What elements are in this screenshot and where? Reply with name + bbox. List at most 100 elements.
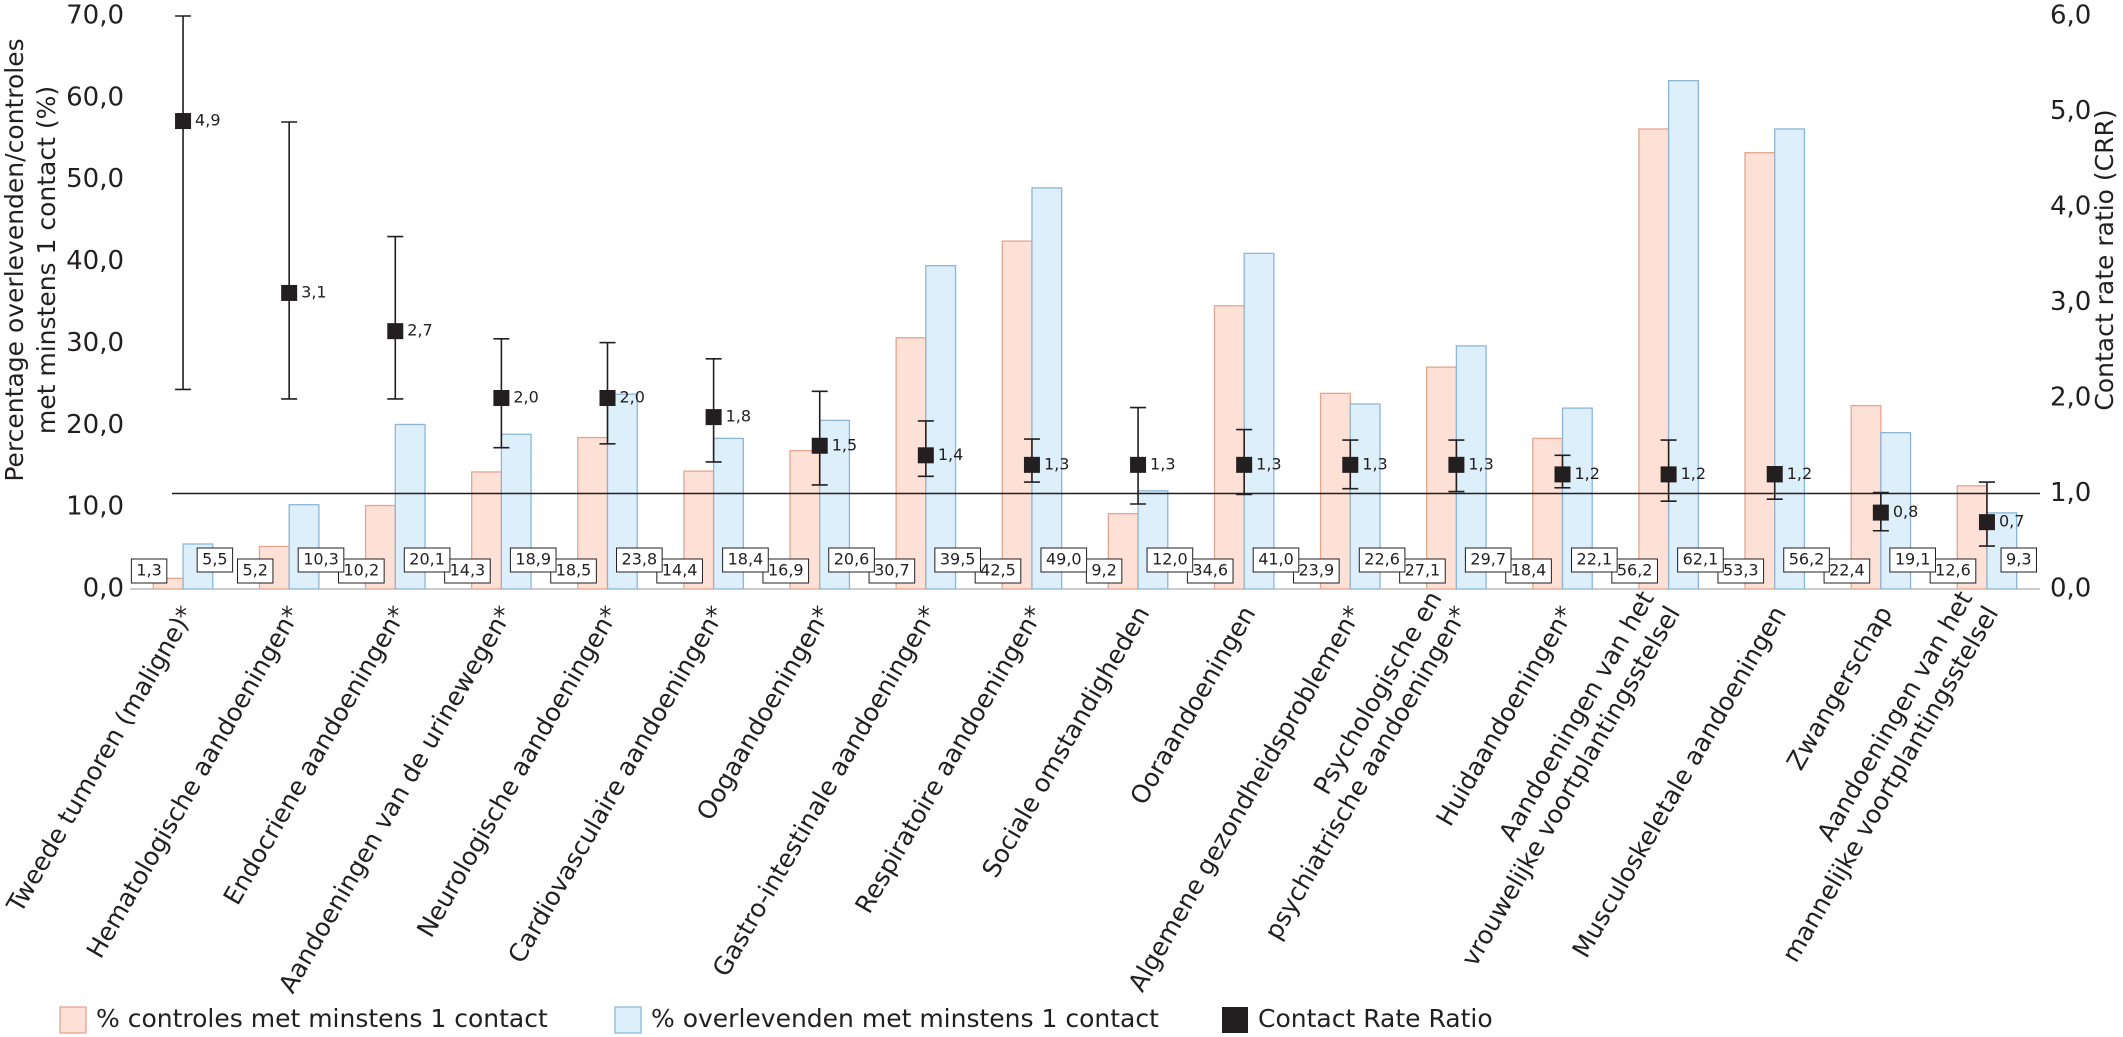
crr-label: 1,3	[1150, 454, 1175, 473]
value-label-box	[1252, 547, 1300, 573]
value-label-box	[1186, 558, 1234, 584]
value-label-text: 22,4	[1829, 561, 1865, 580]
crr-marker	[387, 323, 404, 340]
value-label-box	[762, 558, 810, 584]
crr-label: 1,3	[1256, 454, 1281, 473]
crr-marker	[281, 284, 298, 301]
value-label: 42,5	[974, 558, 1022, 584]
value-label-text: 27,1	[1405, 561, 1441, 580]
value-label-box	[1929, 558, 1977, 584]
value-label-box	[974, 558, 1022, 584]
bar	[1001, 240, 1033, 590]
bar	[1850, 404, 1882, 590]
y-tick-label: 10,0	[66, 492, 124, 522]
legend-swatch	[1222, 1007, 1248, 1033]
value-label: 30,7	[868, 558, 916, 584]
legend-swatch	[614, 1006, 642, 1034]
value-label: 14,4	[656, 558, 703, 584]
value-label-text: 10,2	[344, 561, 380, 580]
value-label: 14,3	[444, 558, 491, 584]
value-label: 9,3	[2000, 547, 2038, 573]
value-label-text: 16,9	[768, 561, 804, 580]
x-tick-label: Neurologische aandoeningen*	[411, 601, 625, 942]
value-label-text: 18,4	[1511, 561, 1547, 580]
x-tick-label-line: Cardiovasculaire aandoeningen*	[502, 601, 731, 968]
value-label-text: 49,0	[1046, 550, 1082, 569]
value-label-box	[1146, 547, 1194, 573]
value-label-text: 23,9	[1299, 561, 1335, 580]
x-tick-label: Gastro-intestinale aandoeningen*	[707, 601, 943, 981]
crr-label: 2,0	[513, 388, 538, 407]
crr-marker	[917, 447, 934, 464]
value-label-box	[722, 547, 769, 573]
x-tick-label-line: mannelijke voortplantingsstelsel	[1776, 601, 2004, 967]
value-label-box	[1464, 547, 1512, 573]
crr-label: 1,8	[726, 407, 751, 426]
value-label: 19,1	[1889, 547, 1936, 573]
value-label-box	[1889, 547, 1936, 573]
value-label: 18,4	[722, 547, 769, 573]
y2-tick-label: 6,0	[2050, 1, 2091, 31]
bar	[1213, 305, 1245, 590]
bar	[1243, 252, 1275, 590]
value-label: 34,6	[1186, 558, 1234, 584]
crr-label: 1,4	[938, 445, 963, 464]
value-label: 22,6	[1358, 547, 1406, 573]
crr-marker	[599, 390, 616, 406]
bar	[1774, 128, 1806, 590]
value-label: 27,1	[1399, 558, 1446, 584]
crr-label: 1,5	[832, 435, 857, 454]
value-label-box	[1040, 547, 1088, 573]
x-tick-label-line: Neurologische aandoeningen*	[411, 601, 625, 942]
value-label-box	[1293, 558, 1340, 584]
value-label-box	[1783, 547, 1830, 573]
crr-label: 2,0	[620, 388, 645, 407]
x-tick-label-line: Hematologische aandoeningen*	[81, 601, 307, 963]
value-label: 22,1	[1571, 547, 1618, 573]
value-label: 56,2	[1783, 547, 1830, 573]
crr-marker	[1978, 514, 1995, 531]
crr-marker	[1448, 456, 1465, 473]
value-label-text: 41,0	[1258, 550, 1294, 569]
value-label-box	[1823, 558, 1871, 584]
value-label-box	[656, 558, 703, 584]
y2-tick-label: 1,0	[2050, 478, 2091, 508]
value-label-box	[1677, 547, 1724, 573]
crr-label: 1,3	[1468, 454, 1493, 473]
x-tick-label-line: vrouwelijke voortplantingsstelsel	[1455, 601, 1685, 971]
value-label: 53,3	[1717, 558, 1765, 584]
value-label: 20,6	[828, 547, 875, 573]
crr-marker	[1872, 504, 1889, 521]
bar	[925, 265, 957, 590]
y2-tick-label: 3,0	[2050, 287, 2091, 317]
value-label-text: 10,3	[303, 550, 339, 569]
value-label-text: 53,3	[1723, 561, 1759, 580]
crr-label: 4,9	[195, 111, 220, 130]
y2-tick-label: 2,0	[2050, 383, 2091, 413]
crr-marker	[1554, 466, 1571, 483]
value-label-text: 22,6	[1364, 550, 1400, 569]
y-axis-title: Percentage overlevenden/controles	[0, 38, 29, 481]
crr-marker	[1023, 456, 1040, 473]
value-label-text: 22,1	[1577, 550, 1613, 569]
value-label: 41,0	[1252, 547, 1300, 573]
bar	[895, 337, 927, 590]
bar	[288, 504, 320, 590]
y-tick-label: 60,0	[66, 82, 124, 112]
bar	[1031, 187, 1063, 590]
legend-label: % controles met minstens 1 contact	[96, 1004, 548, 1033]
y-tick-label: 30,0	[66, 328, 124, 358]
crr-marker	[493, 390, 510, 406]
x-tick-label: Endocriene aandoeningen*	[218, 601, 413, 910]
value-label-text: 1,3	[136, 561, 161, 580]
y2-tick-label: 0,0	[2050, 574, 2091, 604]
x-tick-label-line: psychiatrische aandoeningen*	[1259, 601, 1474, 944]
value-label: 1,3	[130, 558, 168, 584]
value-label: 12,6	[1929, 558, 1977, 584]
value-label-text: 14,4	[662, 561, 698, 580]
value-label-box	[1717, 558, 1765, 584]
value-label-box	[1085, 558, 1123, 584]
value-label-text: 30,7	[874, 561, 910, 580]
value-label: 18,5	[550, 558, 597, 584]
